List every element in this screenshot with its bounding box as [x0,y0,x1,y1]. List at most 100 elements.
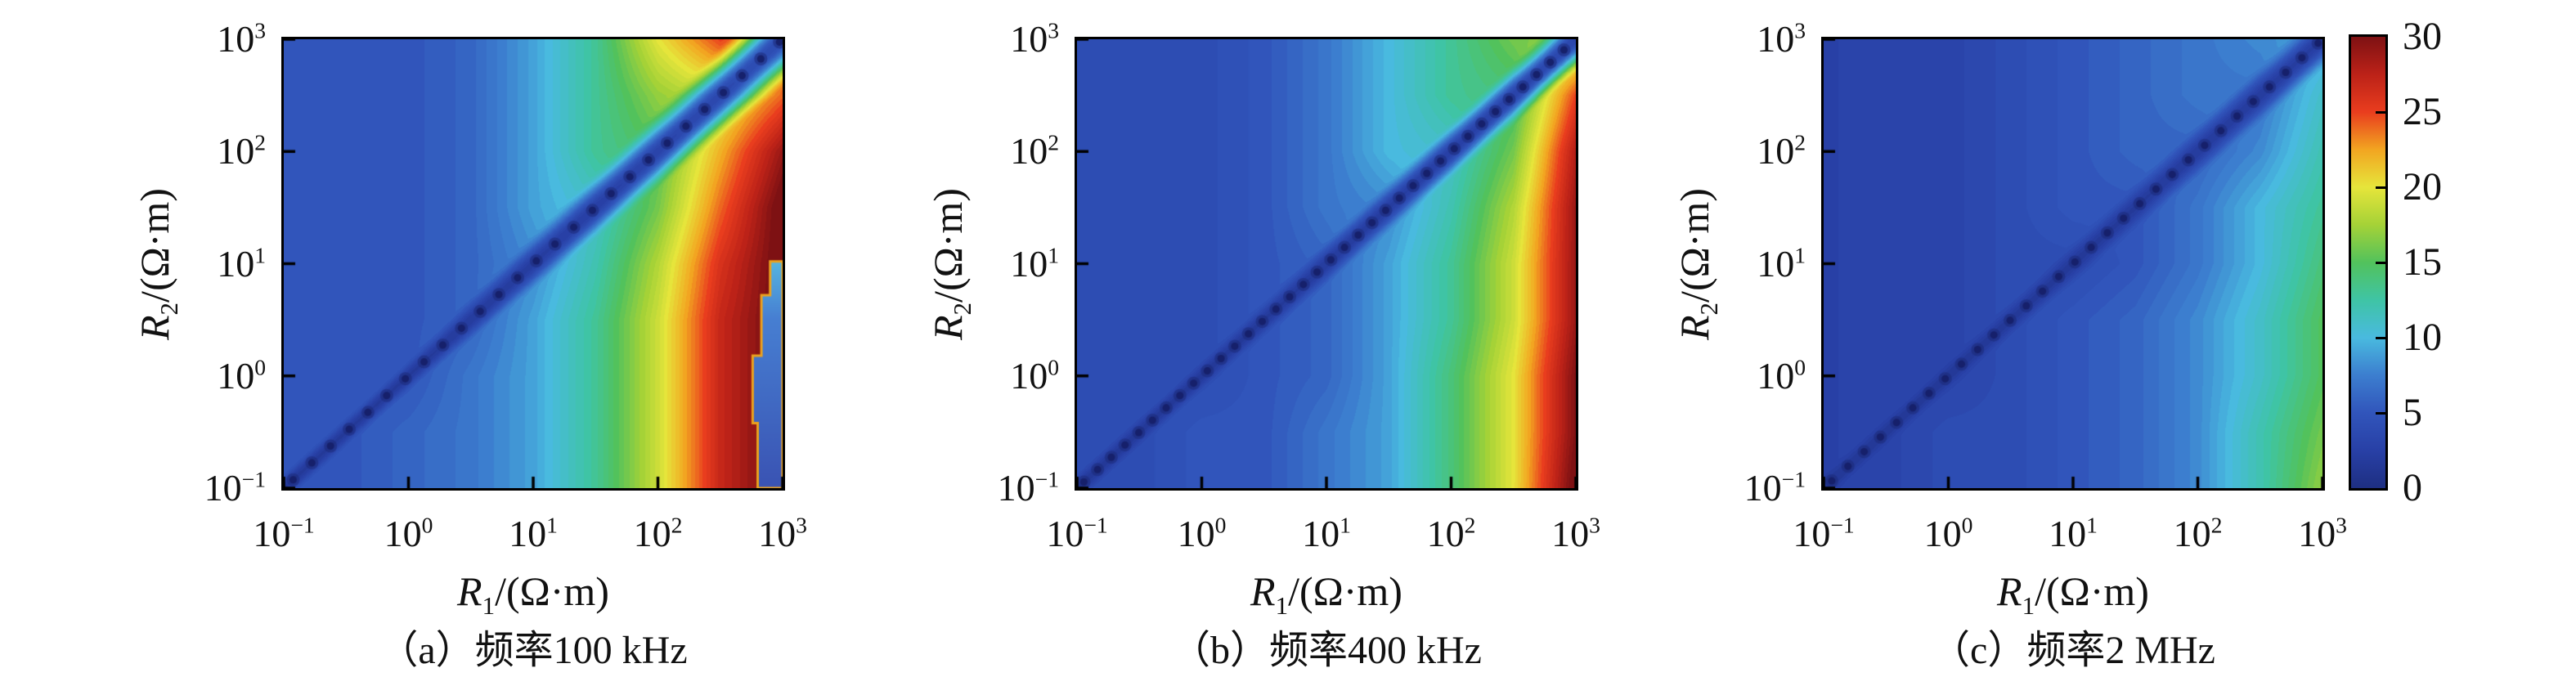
tick-exp: 0 [1048,354,1059,380]
x-var: R [1997,568,2022,614]
tick-base: 10 [2298,513,2336,554]
tick-exp: 0 [254,354,266,380]
y-tick-label: 102 [161,129,266,173]
x-rest: /(Ω·m) [1288,568,1402,614]
x-rest: /(Ω·m) [2035,568,2149,614]
heatmap-canvas-b [1077,39,1576,488]
heatmap-panel-b [1075,37,1578,491]
x-tick-label: 100 [357,512,461,556]
y-tick-label: 103 [161,17,266,61]
x-tick-label: 102 [2146,512,2251,556]
tick-exp: 2 [1048,129,1059,155]
panel-caption-a: （a）频率100 kHz [379,629,688,672]
y-var: R [132,314,177,340]
x-tick-label: 101 [1274,512,1379,556]
panel-caption-b: （b）频率400 kHz [1171,629,1482,672]
tick-base: 10 [217,242,255,285]
tick-base: 10 [1744,467,1782,509]
tick-base: 10 [384,513,422,554]
x-tick-label: 100 [1896,512,2001,556]
x-tick-label: 100 [1150,512,1254,556]
y-tick-label: 103 [1701,17,1806,61]
tick-base: 10 [1010,18,1048,60]
colorbar-tick [2376,110,2385,114]
y-tick-label: 100 [1701,354,1806,398]
tick-exp: 1 [2086,512,2098,538]
tick-base: 10 [1046,513,1084,554]
colorbar-tick-label: 15 [2403,240,2442,284]
tick-exp: −1 [290,512,315,538]
heatmap-panel-a [281,37,785,491]
tick-base: 10 [1010,354,1048,397]
tick-exp: 1 [1340,512,1351,538]
y-rest: /(Ω·m) [925,187,971,303]
tick-exp: 2 [254,129,266,155]
y-var: R [925,314,971,340]
x-axis-label-b: R1/(Ω·m) [1196,568,1457,618]
tick-base: 10 [1923,513,1962,554]
y-tick-label: 10−1 [954,466,1059,510]
tick-base: 10 [1793,513,1831,554]
x-sub: 1 [2022,591,2035,620]
y-tick-label: 10−1 [1701,466,1806,510]
x-rest: /(Ω·m) [495,568,609,614]
tick-base: 10 [1757,242,1795,285]
tick-base: 10 [1757,354,1795,397]
tick-base: 10 [1302,513,1340,554]
colorbar-tick-label: 5 [2403,391,2422,434]
tick-base: 10 [2049,513,2087,554]
y-axis-label-c: R2/(Ω·m) [1672,141,1723,387]
x-tick-label: 103 [730,512,835,556]
tick-base: 10 [217,130,255,173]
tick-exp: 3 [1048,17,1059,43]
tick-exp: 0 [1961,512,1973,538]
tick-exp: 1 [254,242,266,268]
tick-exp: −1 [1084,512,1108,538]
colorbar-tick-label: 10 [2403,316,2442,359]
tick-base: 10 [1757,18,1795,60]
tick-base: 10 [204,467,242,509]
panel-caption-c: （c）频率2 MHz [1931,629,2215,672]
colorbar-tick [2376,336,2385,339]
tick-exp: 2 [1794,129,1806,155]
heatmap-panel-c [1821,37,2325,491]
x-tick-label: 103 [2270,512,2375,556]
tick-base: 10 [997,467,1035,509]
colorbar-tick-label: 25 [2403,90,2442,133]
tick-exp: 1 [1794,242,1806,268]
y-tick-label: 102 [1701,129,1806,173]
x-tick-label: 10−1 [1771,512,1876,556]
tick-exp: 1 [546,512,558,538]
y-tick-label: 101 [161,242,266,286]
tick-exp: 3 [796,512,807,538]
tick-exp: 2 [1464,512,1476,538]
y-tick-label: 102 [954,129,1059,173]
tick-base: 10 [1010,130,1048,173]
y-axis-label-a: R2/(Ω·m) [132,141,183,387]
tick-exp: 1 [1048,242,1059,268]
tick-base: 10 [217,18,255,60]
heatmap-canvas-c [1824,39,2322,488]
colorbar [2349,34,2388,491]
x-tick-label: 101 [2021,512,2125,556]
x-sub: 1 [1275,591,1289,620]
y-rest: /(Ω·m) [132,187,177,303]
y-tick-label: 100 [954,354,1059,398]
tick-exp: 2 [2210,512,2223,538]
colorbar-tick [2376,411,2385,415]
x-axis-label-a: R1/(Ω·m) [402,568,664,618]
tick-exp: 0 [1794,354,1806,380]
heatmap-canvas-a [284,39,783,488]
tick-base: 10 [217,354,255,397]
x-var: R [1250,568,1276,614]
tick-exp: −1 [1830,512,1855,538]
y-tick-label: 100 [161,354,266,398]
colorbar-tick-label: 20 [2403,165,2442,208]
tick-exp: 3 [1589,512,1600,538]
colorbar-tick [2376,186,2385,189]
x-tick-label: 102 [606,512,711,556]
y-sub: 2 [155,302,183,315]
tick-exp: 3 [2336,512,2347,538]
tick-exp: 0 [1214,512,1227,538]
tick-base: 10 [1551,513,1590,554]
